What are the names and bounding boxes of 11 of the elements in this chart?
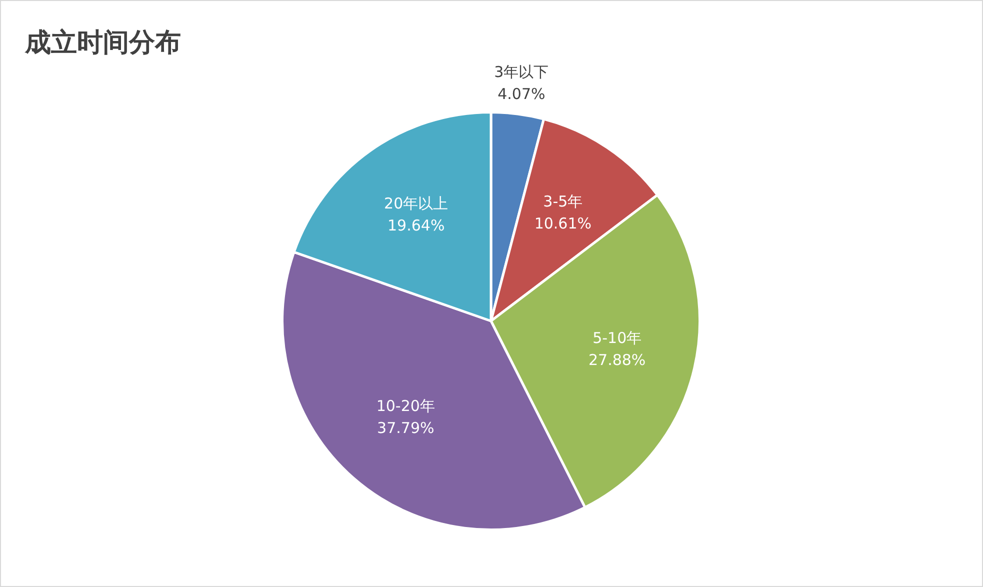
slice-label: 3-5年 — [543, 192, 583, 210]
slice-label: 3年以下 — [494, 63, 549, 82]
data-label: 10.61% — [534, 214, 592, 232]
data-label: 19.64% — [388, 216, 445, 234]
data-label: 27.88% — [588, 351, 646, 370]
data-label: 37.79% — [377, 419, 434, 438]
slice-label: 5-10年 — [592, 329, 642, 348]
slice-label: 10-20年 — [376, 397, 435, 416]
data-label: 4.07% — [498, 85, 546, 104]
slice-label: 20年以上 — [384, 194, 448, 212]
chart-title: 成立时间分布 — [25, 27, 181, 60]
